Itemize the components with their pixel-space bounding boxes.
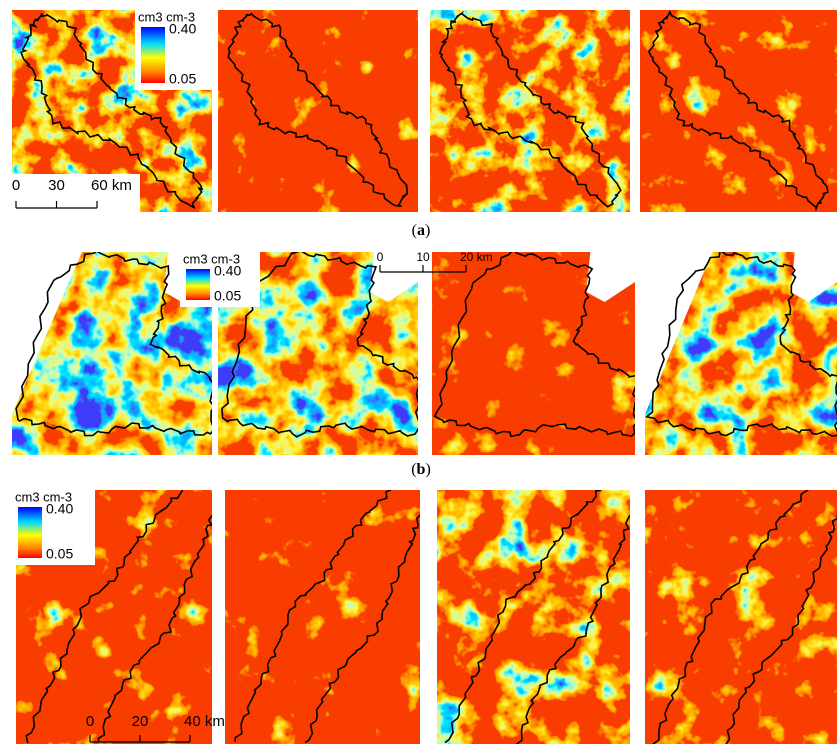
legend-min: 0.05	[169, 71, 196, 87]
panel-label: (a)	[412, 222, 431, 239]
scale-label: 20 km	[460, 250, 493, 264]
soil-moisture-raster	[640, 10, 837, 212]
map-tile	[640, 10, 837, 212]
map-tile	[645, 490, 837, 744]
scale-label: 10	[416, 250, 430, 264]
legend-min: 0.05	[46, 546, 73, 562]
figure: cm3 cm-30.400.05cm3 cm-30.400.05cm3 cm-3…	[0, 0, 837, 744]
map-tile	[430, 10, 630, 212]
panel-label-part: )	[425, 461, 430, 478]
panel-label-part: b	[417, 461, 426, 478]
panel-label-part: )	[425, 222, 430, 239]
map-tile	[225, 490, 420, 744]
soil-moisture-raster	[645, 490, 837, 744]
panel-label-part: a	[417, 222, 425, 239]
soil-moisture-raster	[430, 10, 630, 212]
scale-label: 20	[132, 713, 149, 730]
legend-min: 0.05	[214, 288, 241, 304]
legend-max: 0.40	[46, 501, 73, 517]
scale-label: 40 km	[184, 713, 225, 730]
scale-label: 0	[86, 713, 94, 730]
legend-max: 0.40	[169, 21, 196, 37]
color-bar	[141, 27, 165, 83]
scale-label: 0	[12, 177, 20, 194]
map-tile	[645, 251, 837, 455]
panel-label: (b)	[411, 461, 431, 478]
scale-label: 30	[48, 177, 65, 194]
map-tile	[432, 250, 637, 455]
scale-label: 0	[377, 250, 384, 264]
map-tile	[437, 490, 630, 744]
scale-label: 60 km	[91, 177, 132, 194]
map-tile	[218, 10, 418, 212]
color-bar	[186, 269, 210, 300]
legend-max: 0.40	[214, 263, 241, 279]
soil-moisture-raster	[225, 490, 420, 744]
soil-moisture-raster	[218, 10, 418, 212]
color-bar	[18, 507, 42, 558]
soil-moisture-raster	[437, 490, 630, 744]
